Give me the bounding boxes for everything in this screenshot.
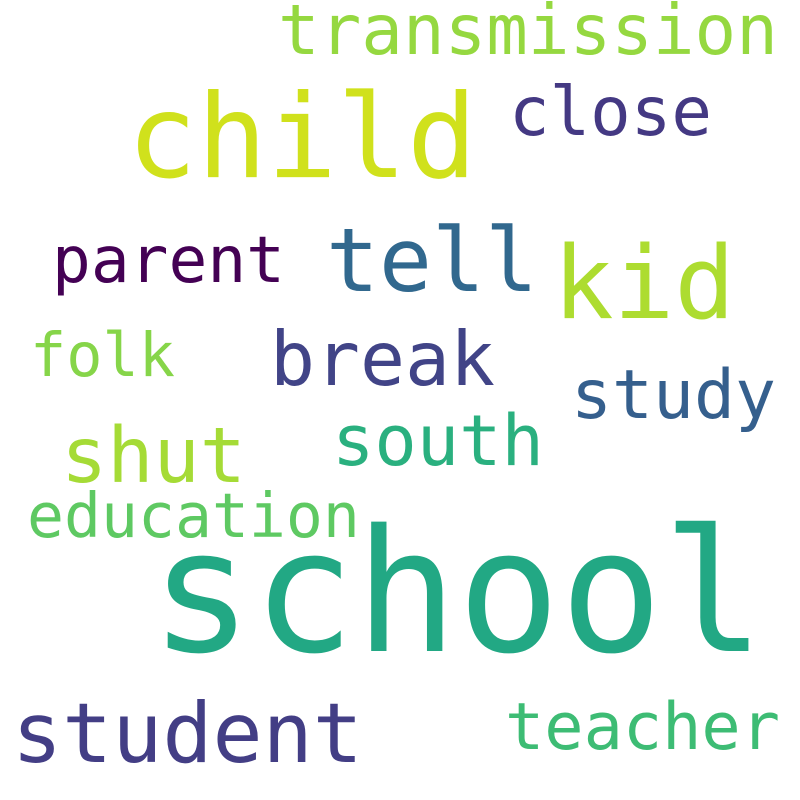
word-break: break <box>270 316 495 404</box>
word-tell: tell <box>326 209 538 313</box>
word-kid: kid <box>553 224 735 343</box>
word-parent: parent <box>52 222 285 298</box>
word-study: study <box>571 356 776 436</box>
word-student: student <box>12 685 363 783</box>
word-teacher: teacher <box>505 688 780 765</box>
word-shut: shut <box>61 411 246 501</box>
word-transmission: transmission <box>278 0 778 71</box>
word-folk: folk <box>30 320 175 391</box>
word-school: school <box>150 494 765 693</box>
word-child: child <box>127 70 477 206</box>
word-education: education <box>27 480 360 552</box>
word-close: close <box>509 71 712 151</box>
word-south: south <box>332 400 544 483</box>
